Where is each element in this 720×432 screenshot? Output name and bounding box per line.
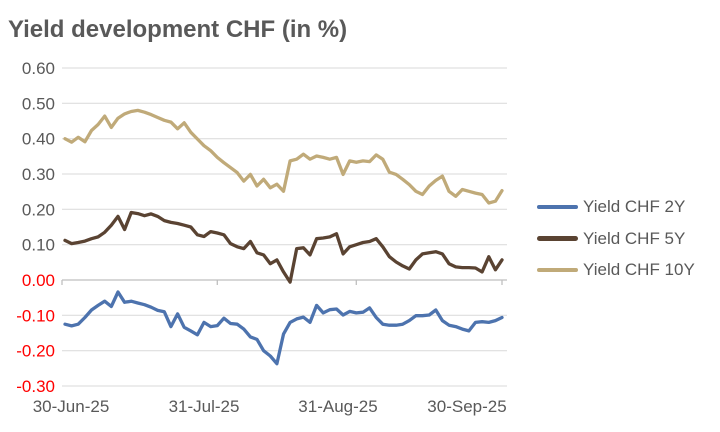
y-tick-label: -0.30 bbox=[16, 377, 55, 396]
y-tick-label: 0.10 bbox=[22, 236, 55, 255]
y-tick-label: 0.30 bbox=[22, 165, 55, 184]
series-line-yield-chf-5y bbox=[63, 210, 504, 284]
series-line-yield-chf-10y bbox=[63, 108, 504, 205]
y-tick-label: 0.40 bbox=[22, 130, 55, 149]
legend-item-10y: Yield CHF 10Y bbox=[537, 254, 717, 286]
y-tick-label: 0.50 bbox=[22, 94, 55, 113]
y-tick-label: 0.60 bbox=[22, 59, 55, 78]
legend-label-10y: Yield CHF 10Y bbox=[583, 260, 695, 280]
x-tick-label: 31-Aug-25 bbox=[298, 397, 377, 416]
series-line-yield-chf-2y bbox=[63, 290, 504, 366]
legend-line-swatch-5y bbox=[537, 236, 578, 241]
y-tick-label: 0.00 bbox=[22, 271, 55, 290]
x-tick-label: 31-Jul-25 bbox=[169, 397, 240, 416]
chart-title: Yield development CHF (in %) bbox=[8, 16, 348, 43]
x-tick-label: 30-Jun-25 bbox=[33, 397, 110, 416]
y-tick-label: -0.10 bbox=[16, 306, 55, 325]
y-tick-label: -0.20 bbox=[16, 342, 55, 361]
legend-item-2y: Yield CHF 2Y bbox=[537, 191, 717, 223]
legend-label-2y: Yield CHF 2Y bbox=[583, 197, 686, 217]
legend: Yield CHF 2Y Yield CHF 5Y Yield CHF 10Y bbox=[537, 191, 717, 286]
y-tick-label: 0.20 bbox=[22, 200, 55, 219]
legend-item-5y: Yield CHF 5Y bbox=[537, 223, 717, 255]
legend-line-swatch-10y bbox=[537, 267, 578, 272]
x-tick-label: 30-Sep-25 bbox=[427, 397, 506, 416]
legend-line-swatch-2y bbox=[537, 204, 578, 209]
legend-label-5y: Yield CHF 5Y bbox=[583, 228, 686, 248]
